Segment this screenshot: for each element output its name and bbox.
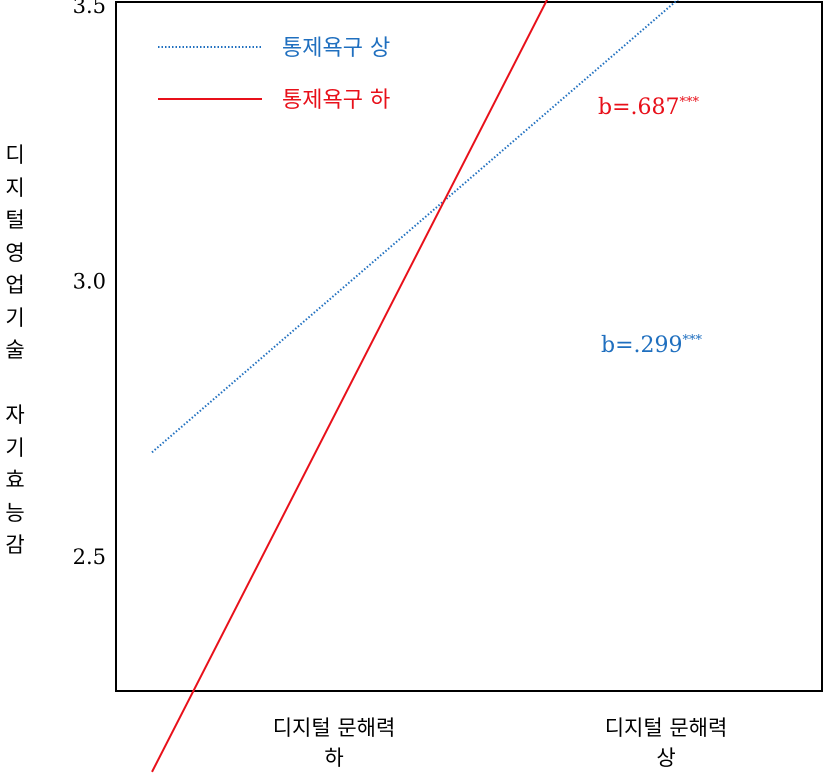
y-tick-label: 2.5	[73, 545, 106, 569]
y-axis-label-char: 영	[5, 240, 25, 265]
y-axis-label-char: 술	[5, 338, 25, 362]
y-axis-label-char: 자	[5, 403, 25, 427]
series-lines	[151, 0, 679, 773]
y-tick-labels: 2.53.03.54.0	[73, 0, 106, 569]
y-tick-label: 3.5	[73, 0, 106, 18]
slope-annotation: b=.687***	[598, 95, 700, 120]
annotations: b=.299*** b=.687***	[598, 95, 703, 358]
y-axis-label-char: 업	[5, 273, 25, 297]
y-tick-label: 3.0	[73, 270, 106, 294]
x-tick-label-line: 디지털 문해력	[272, 716, 396, 740]
x-tick-label-line: 하	[324, 746, 344, 770]
y-axis-label-char: 효	[5, 468, 25, 492]
slope-annotation: b=.299***	[601, 333, 703, 358]
series-line-1	[151, 0, 549, 773]
y-axis-label-char: 능	[5, 500, 25, 525]
legend-label: 통제욕구 상	[282, 36, 390, 61]
legend-label: 통제욕구 하	[282, 88, 390, 113]
y-axis-label-char: 디	[5, 143, 25, 167]
y-axis-label-char: 기	[5, 435, 25, 460]
series-line-0	[151, 0, 679, 454]
x-tick-label-line: 디지털 문해력	[604, 716, 728, 740]
plot-frame	[115, 1, 823, 692]
y-axis-label-char: 지	[5, 175, 25, 200]
y-axis-label-char: 털	[5, 208, 25, 232]
y-axis-label-char: 감	[5, 533, 25, 557]
x-tick-label-line: 상	[656, 746, 676, 770]
y-axis-label-char: 기	[5, 305, 25, 330]
